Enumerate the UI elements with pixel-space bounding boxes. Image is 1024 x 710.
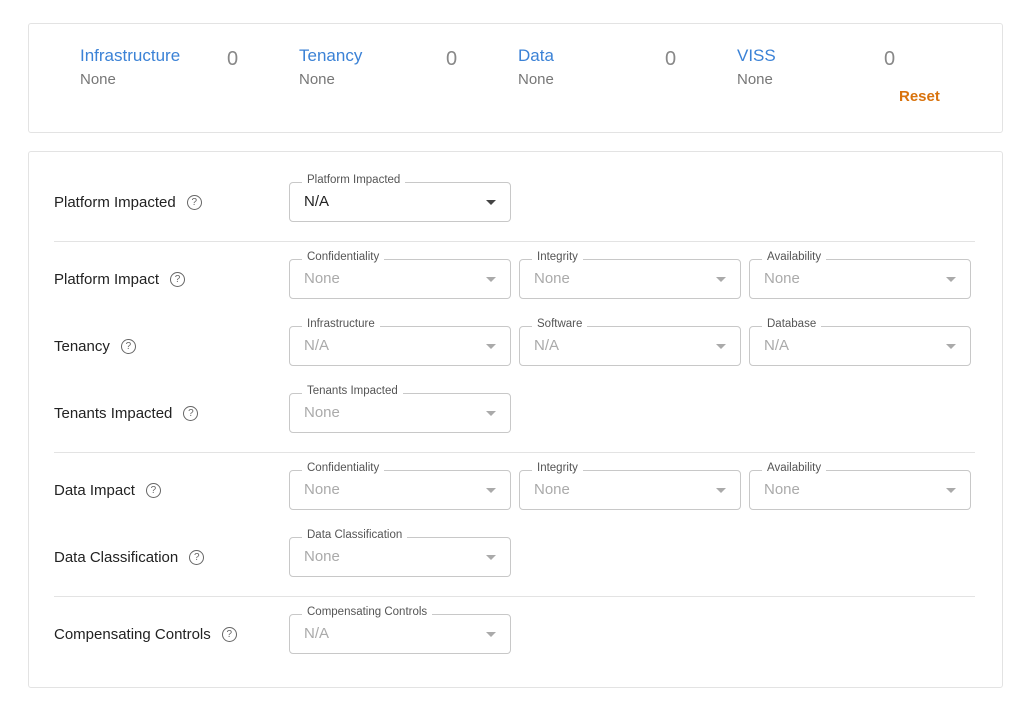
impact-form-card: Platform Impacted? Platform Impacted N/A Pl… xyxy=(28,151,1003,688)
platform-impact-label: Platform Impact xyxy=(54,270,160,288)
select-label: Availability xyxy=(762,251,827,263)
platform-impacted-label: Platform Impacted xyxy=(54,193,176,211)
data-impact-confidentiality-select[interactable]: Confidentiality None xyxy=(289,462,511,510)
chevron-down-icon xyxy=(946,488,956,493)
tenancy-database-select[interactable]: Database N/A xyxy=(749,318,971,366)
chevron-down-icon xyxy=(486,411,496,416)
chevron-down-icon xyxy=(716,344,726,349)
summary-card: Infrastructure None 0 Tenancy None 0 Data None 0… xyxy=(28,23,1003,133)
chevron-down-icon xyxy=(486,277,496,282)
select-label: Infrastructure xyxy=(302,318,380,330)
summary-title-data[interactable]: Data xyxy=(518,46,554,65)
select-label: Availability xyxy=(762,462,827,474)
data-impact-availability-select[interactable]: Availability None xyxy=(749,462,971,510)
select-label: Confidentiality xyxy=(302,251,385,263)
select-value: None xyxy=(304,481,340,498)
select-label: Integrity xyxy=(532,462,583,474)
select-label: Software xyxy=(532,318,588,330)
select-value: N/A xyxy=(304,625,330,642)
select-value: N/A xyxy=(304,337,330,354)
help-icon[interactable]: ? xyxy=(170,271,186,287)
reset-button[interactable]: Reset xyxy=(899,88,940,105)
select-value: None xyxy=(764,270,800,287)
data-classification-data-classification-select[interactable]: Data Classification None xyxy=(289,529,511,577)
select-value: None xyxy=(534,270,570,287)
data-impact-integrity-select[interactable]: Integrity None xyxy=(519,462,741,510)
row-label-data-classification: Data Classification? xyxy=(54,547,205,567)
summary-count: 0 xyxy=(884,48,896,70)
select-label: Tenants Impacted xyxy=(302,385,403,397)
help-icon[interactable]: ? xyxy=(120,338,136,354)
select-value: N/A xyxy=(304,193,330,210)
select-label: Database xyxy=(762,318,822,330)
row-label-tenancy: Tenancy? xyxy=(54,336,136,356)
row-label-platform-impact: Platform Impact? xyxy=(54,269,186,289)
help-icon[interactable]: ? xyxy=(189,549,205,565)
select-value: None xyxy=(764,481,800,498)
select-label: Integrity xyxy=(532,251,583,263)
chevron-down-icon xyxy=(946,277,956,282)
platform-impact-confidentiality-select[interactable]: Confidentiality None xyxy=(289,251,511,299)
tenants-impacted-tenants-impacted-select[interactable]: Tenants Impacted None xyxy=(289,385,511,433)
platform-impacted-platform-impacted-select[interactable]: Platform Impacted N/A xyxy=(289,174,511,222)
row-label-data-impact: Data Impact? xyxy=(54,480,161,500)
tenancy-label: Tenancy xyxy=(54,337,110,355)
help-icon[interactable]: ? xyxy=(145,482,161,498)
tenancy-infrastructure-select[interactable]: Infrastructure N/A xyxy=(289,318,511,366)
chevron-down-icon xyxy=(486,632,496,637)
compensating-controls-label: Compensating Controls xyxy=(54,625,211,643)
divider xyxy=(54,452,975,453)
chevron-down-icon xyxy=(946,344,956,349)
chevron-down-icon xyxy=(486,488,496,493)
chevron-down-icon xyxy=(486,344,496,349)
select-value: None xyxy=(304,548,340,565)
summary-count: 0 xyxy=(665,48,677,70)
select-label: Compensating Controls xyxy=(302,606,433,618)
compensating-controls-compensating-controls-select[interactable]: Compensating Controls N/A xyxy=(289,606,511,654)
chevron-down-icon xyxy=(716,277,726,282)
tenancy-software-select[interactable]: Software N/A xyxy=(519,318,741,366)
chevron-down-icon xyxy=(716,488,726,493)
select-label: Platform Impacted xyxy=(302,174,406,186)
select-value: N/A xyxy=(764,337,790,354)
select-value: None xyxy=(304,270,340,287)
summary-value: None xyxy=(80,71,116,88)
data-impact-label: Data Impact xyxy=(54,481,135,499)
data-classification-label: Data Classification xyxy=(54,548,179,566)
summary-value: None xyxy=(737,71,773,88)
summary-title-tenancy[interactable]: Tenancy xyxy=(299,46,363,65)
chevron-down-icon xyxy=(486,555,496,560)
summary-title-viss[interactable]: VISS xyxy=(737,46,776,65)
platform-impact-availability-select[interactable]: Availability None xyxy=(749,251,971,299)
help-icon[interactable]: ? xyxy=(221,626,237,642)
platform-impact-integrity-select[interactable]: Integrity None xyxy=(519,251,741,299)
row-label-compensating-controls: Compensating Controls? xyxy=(54,624,237,644)
row-label-platform-impacted: Platform Impacted? xyxy=(54,192,202,212)
summary-count: 0 xyxy=(227,48,239,70)
divider xyxy=(54,241,975,242)
select-value: None xyxy=(534,481,570,498)
summary-value: None xyxy=(299,71,335,88)
summary-count: 0 xyxy=(446,48,458,70)
select-value: N/A xyxy=(534,337,560,354)
help-icon[interactable]: ? xyxy=(183,405,199,421)
help-icon[interactable]: ? xyxy=(186,194,202,210)
summary-value: None xyxy=(518,71,554,88)
tenants-impacted-label: Tenants Impacted xyxy=(54,404,173,422)
select-label: Confidentiality xyxy=(302,462,385,474)
summary-title-infrastructure[interactable]: Infrastructure xyxy=(80,46,181,65)
select-value: None xyxy=(304,404,340,421)
select-label: Data Classification xyxy=(302,529,408,541)
divider xyxy=(54,596,975,597)
chevron-down-icon xyxy=(486,200,496,205)
row-label-tenants-impacted: Tenants Impacted? xyxy=(54,403,199,423)
